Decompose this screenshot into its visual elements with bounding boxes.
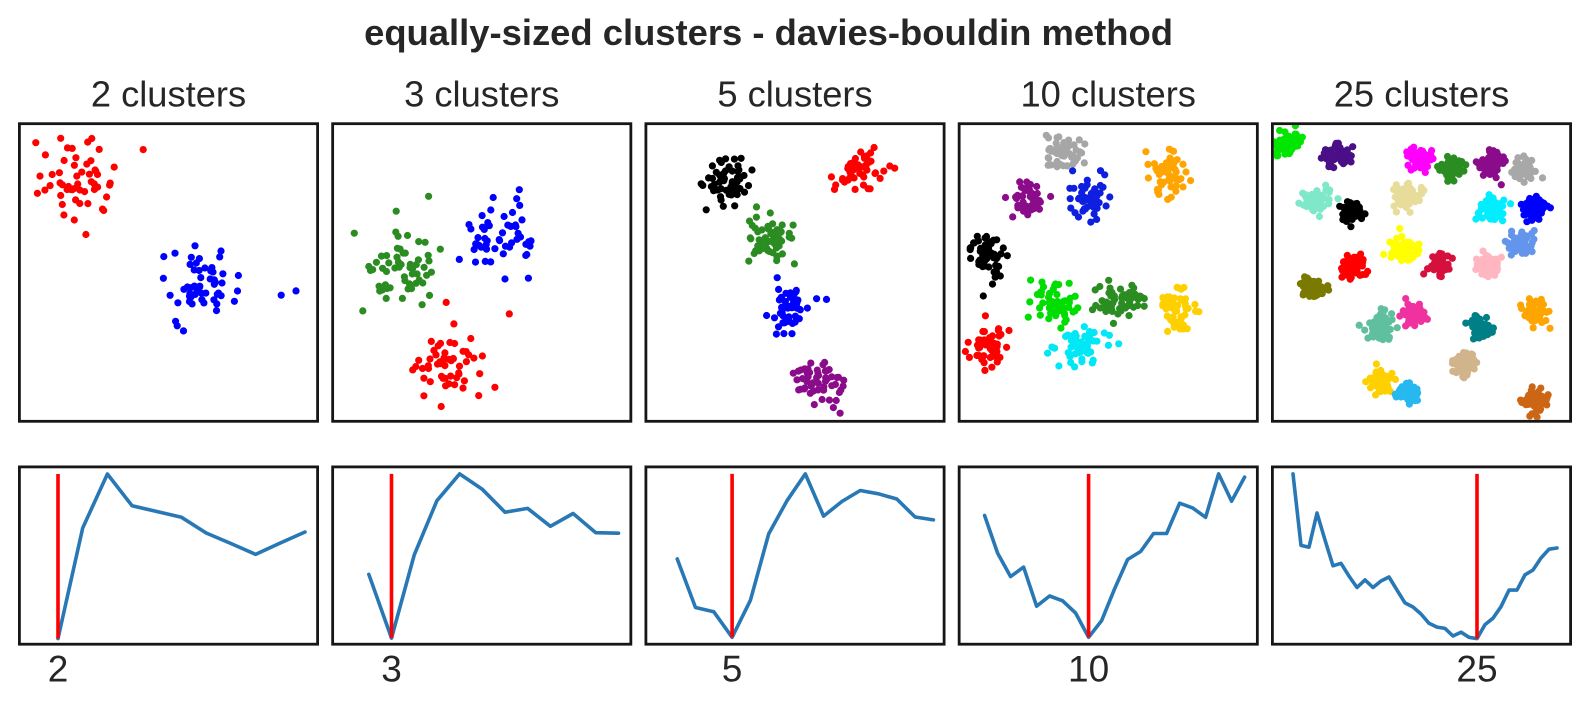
svg-text:25 clusters: 25 clusters	[1334, 74, 1510, 115]
svg-text:3: 3	[381, 649, 402, 690]
svg-text:25: 25	[1456, 649, 1497, 690]
svg-text:2: 2	[48, 649, 69, 690]
svg-text:10: 10	[1068, 649, 1109, 690]
svg-text:5: 5	[722, 649, 743, 690]
svg-text:5 clusters: 5 clusters	[717, 74, 872, 115]
svg-text:2 clusters: 2 clusters	[91, 74, 246, 115]
svg-text:10 clusters: 10 clusters	[1020, 74, 1196, 115]
svg-text:3 clusters: 3 clusters	[404, 74, 559, 115]
svg-text:equally-sized clusters - davie: equally-sized clusters - davies-bouldin …	[364, 12, 1173, 53]
